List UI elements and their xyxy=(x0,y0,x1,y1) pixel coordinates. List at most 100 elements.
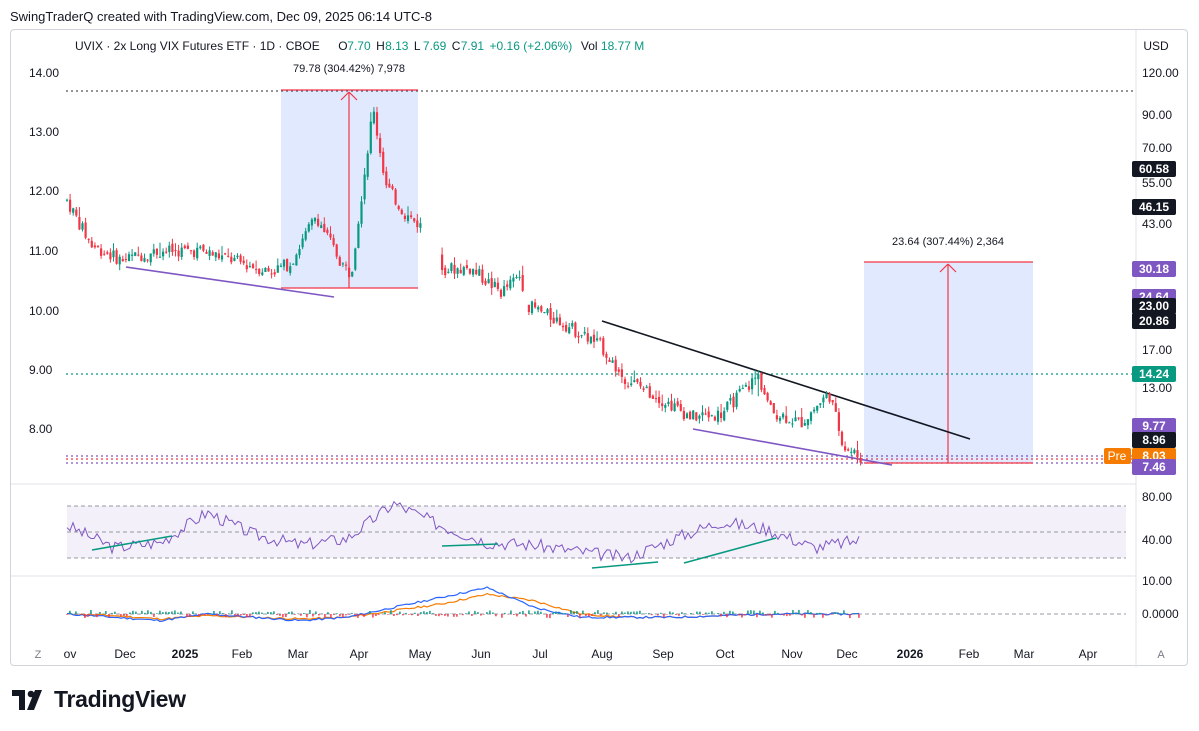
candle-body xyxy=(152,249,155,254)
macd-histogram-bar xyxy=(465,613,467,614)
candle-body xyxy=(546,309,549,314)
macd-histogram-bar xyxy=(720,614,722,617)
candle-body xyxy=(447,271,450,273)
macd-histogram-bar xyxy=(606,612,608,614)
macd-histogram-bar xyxy=(579,614,581,618)
measure-arrowhead xyxy=(348,91,358,101)
candle-body xyxy=(645,386,648,388)
candle-body xyxy=(850,451,853,453)
macd-histogram-bar xyxy=(582,610,584,614)
macd-histogram-bar xyxy=(477,612,479,614)
left-axis-tick: 13.00 xyxy=(29,125,59,139)
candle-body xyxy=(689,411,692,420)
candle-body xyxy=(131,254,134,256)
candle-body xyxy=(534,302,537,308)
candle-body xyxy=(165,251,168,253)
macd-histogram-bar xyxy=(363,614,365,617)
macd-histogram-bar xyxy=(75,611,77,614)
macd-histogram-bar xyxy=(87,614,89,617)
candle-body xyxy=(785,415,788,423)
macd-histogram-bar xyxy=(486,612,488,614)
macd-histogram-bar xyxy=(591,614,593,616)
chart-canvas[interactable]: 79.78 (304.42%) 7,978 23.64 (307.44%) 2,3… xyxy=(11,30,1189,667)
candle-body xyxy=(819,403,822,405)
macd-histogram-bar xyxy=(684,613,686,614)
candle-body xyxy=(720,412,723,419)
candle-body xyxy=(124,258,127,260)
right-axis-tick: 90.00 xyxy=(1142,108,1172,122)
macd-histogram-bar xyxy=(648,613,650,614)
candle-body xyxy=(282,260,286,267)
macd-histogram-bar xyxy=(435,614,437,616)
macd-histogram-bar xyxy=(177,612,179,614)
macd-histogram-bar xyxy=(294,614,296,615)
macd-histogram-bar xyxy=(690,613,692,614)
macd-histogram-bar xyxy=(822,614,824,618)
macd-histogram-bar xyxy=(657,614,659,616)
candle-body xyxy=(707,411,710,418)
macd-histogram-bar xyxy=(201,614,203,615)
candle-body xyxy=(496,282,499,289)
macd-histogram-bar xyxy=(360,614,362,615)
candle-body xyxy=(239,255,242,262)
candle-body xyxy=(775,415,778,420)
macd-histogram-bar xyxy=(168,612,170,614)
candle-body xyxy=(472,269,475,275)
left-axis-tick: 10.00 xyxy=(29,304,59,318)
candle-body xyxy=(127,254,131,262)
brand-name: TradingView xyxy=(54,686,186,712)
candle-body xyxy=(673,403,676,412)
macd-histogram-bar xyxy=(225,614,227,618)
candle-body xyxy=(193,250,196,257)
candle-body xyxy=(723,410,726,421)
x-axis-tick: Apr xyxy=(1079,647,1098,661)
price-badge xyxy=(1132,459,1176,475)
candle-body xyxy=(78,217,81,230)
macd-histogram-bar xyxy=(756,614,758,618)
candle-body xyxy=(134,252,137,256)
macd-histogram-bar xyxy=(726,614,728,618)
macd-histogram-bar xyxy=(795,613,797,614)
candle-body xyxy=(406,215,410,221)
candles-layer xyxy=(65,106,862,466)
candle-body xyxy=(100,248,103,256)
macd-histogram-bar xyxy=(552,612,554,614)
drawing-layer: 79.78 (304.42%) 7,978 23.64 (307.44%) 2,3… xyxy=(66,63,1136,558)
macd-histogram-bar xyxy=(393,614,395,617)
macd-histogram-bar xyxy=(753,610,755,614)
candle-body xyxy=(323,223,326,232)
macd-histogram-bar xyxy=(135,611,137,614)
x-axis-tick: Feb xyxy=(959,647,980,661)
candle-body xyxy=(695,412,698,421)
candle-body xyxy=(255,269,258,271)
attribution-text: SwingTraderQ created with TradingView.co… xyxy=(10,9,432,24)
candle-body xyxy=(245,265,248,270)
candle-body xyxy=(614,359,617,372)
candle-body xyxy=(493,281,496,288)
macd-histogram-bar xyxy=(246,614,248,618)
candle-body xyxy=(726,401,729,410)
macd-histogram-bar xyxy=(267,611,269,614)
macd-histogram-bar xyxy=(783,614,785,616)
macd-histogram-bar xyxy=(603,612,605,614)
candle-body xyxy=(738,389,741,392)
brand-logo[interactable]: TradingView xyxy=(12,686,186,713)
candle-body xyxy=(462,267,465,275)
candle-body xyxy=(242,260,245,264)
macd-histogram-bar xyxy=(618,614,620,617)
candle-body xyxy=(809,412,813,421)
left-axis-tick: 8.00 xyxy=(29,422,53,436)
candle-body xyxy=(710,415,713,417)
macd-histogram-bar xyxy=(423,611,425,614)
macd-histogram-bar xyxy=(501,614,503,618)
macd-histogram-bar xyxy=(858,614,860,618)
candle-body xyxy=(363,174,366,200)
candle-body xyxy=(348,267,351,278)
candle-body xyxy=(806,419,809,426)
macd-histogram-bar xyxy=(834,612,836,614)
macd-histogram-bar xyxy=(291,611,293,614)
candle-body xyxy=(112,250,115,258)
candle-body xyxy=(589,336,592,344)
macd-histogram-bar xyxy=(798,609,800,614)
macd-histogram-bar xyxy=(312,614,314,617)
